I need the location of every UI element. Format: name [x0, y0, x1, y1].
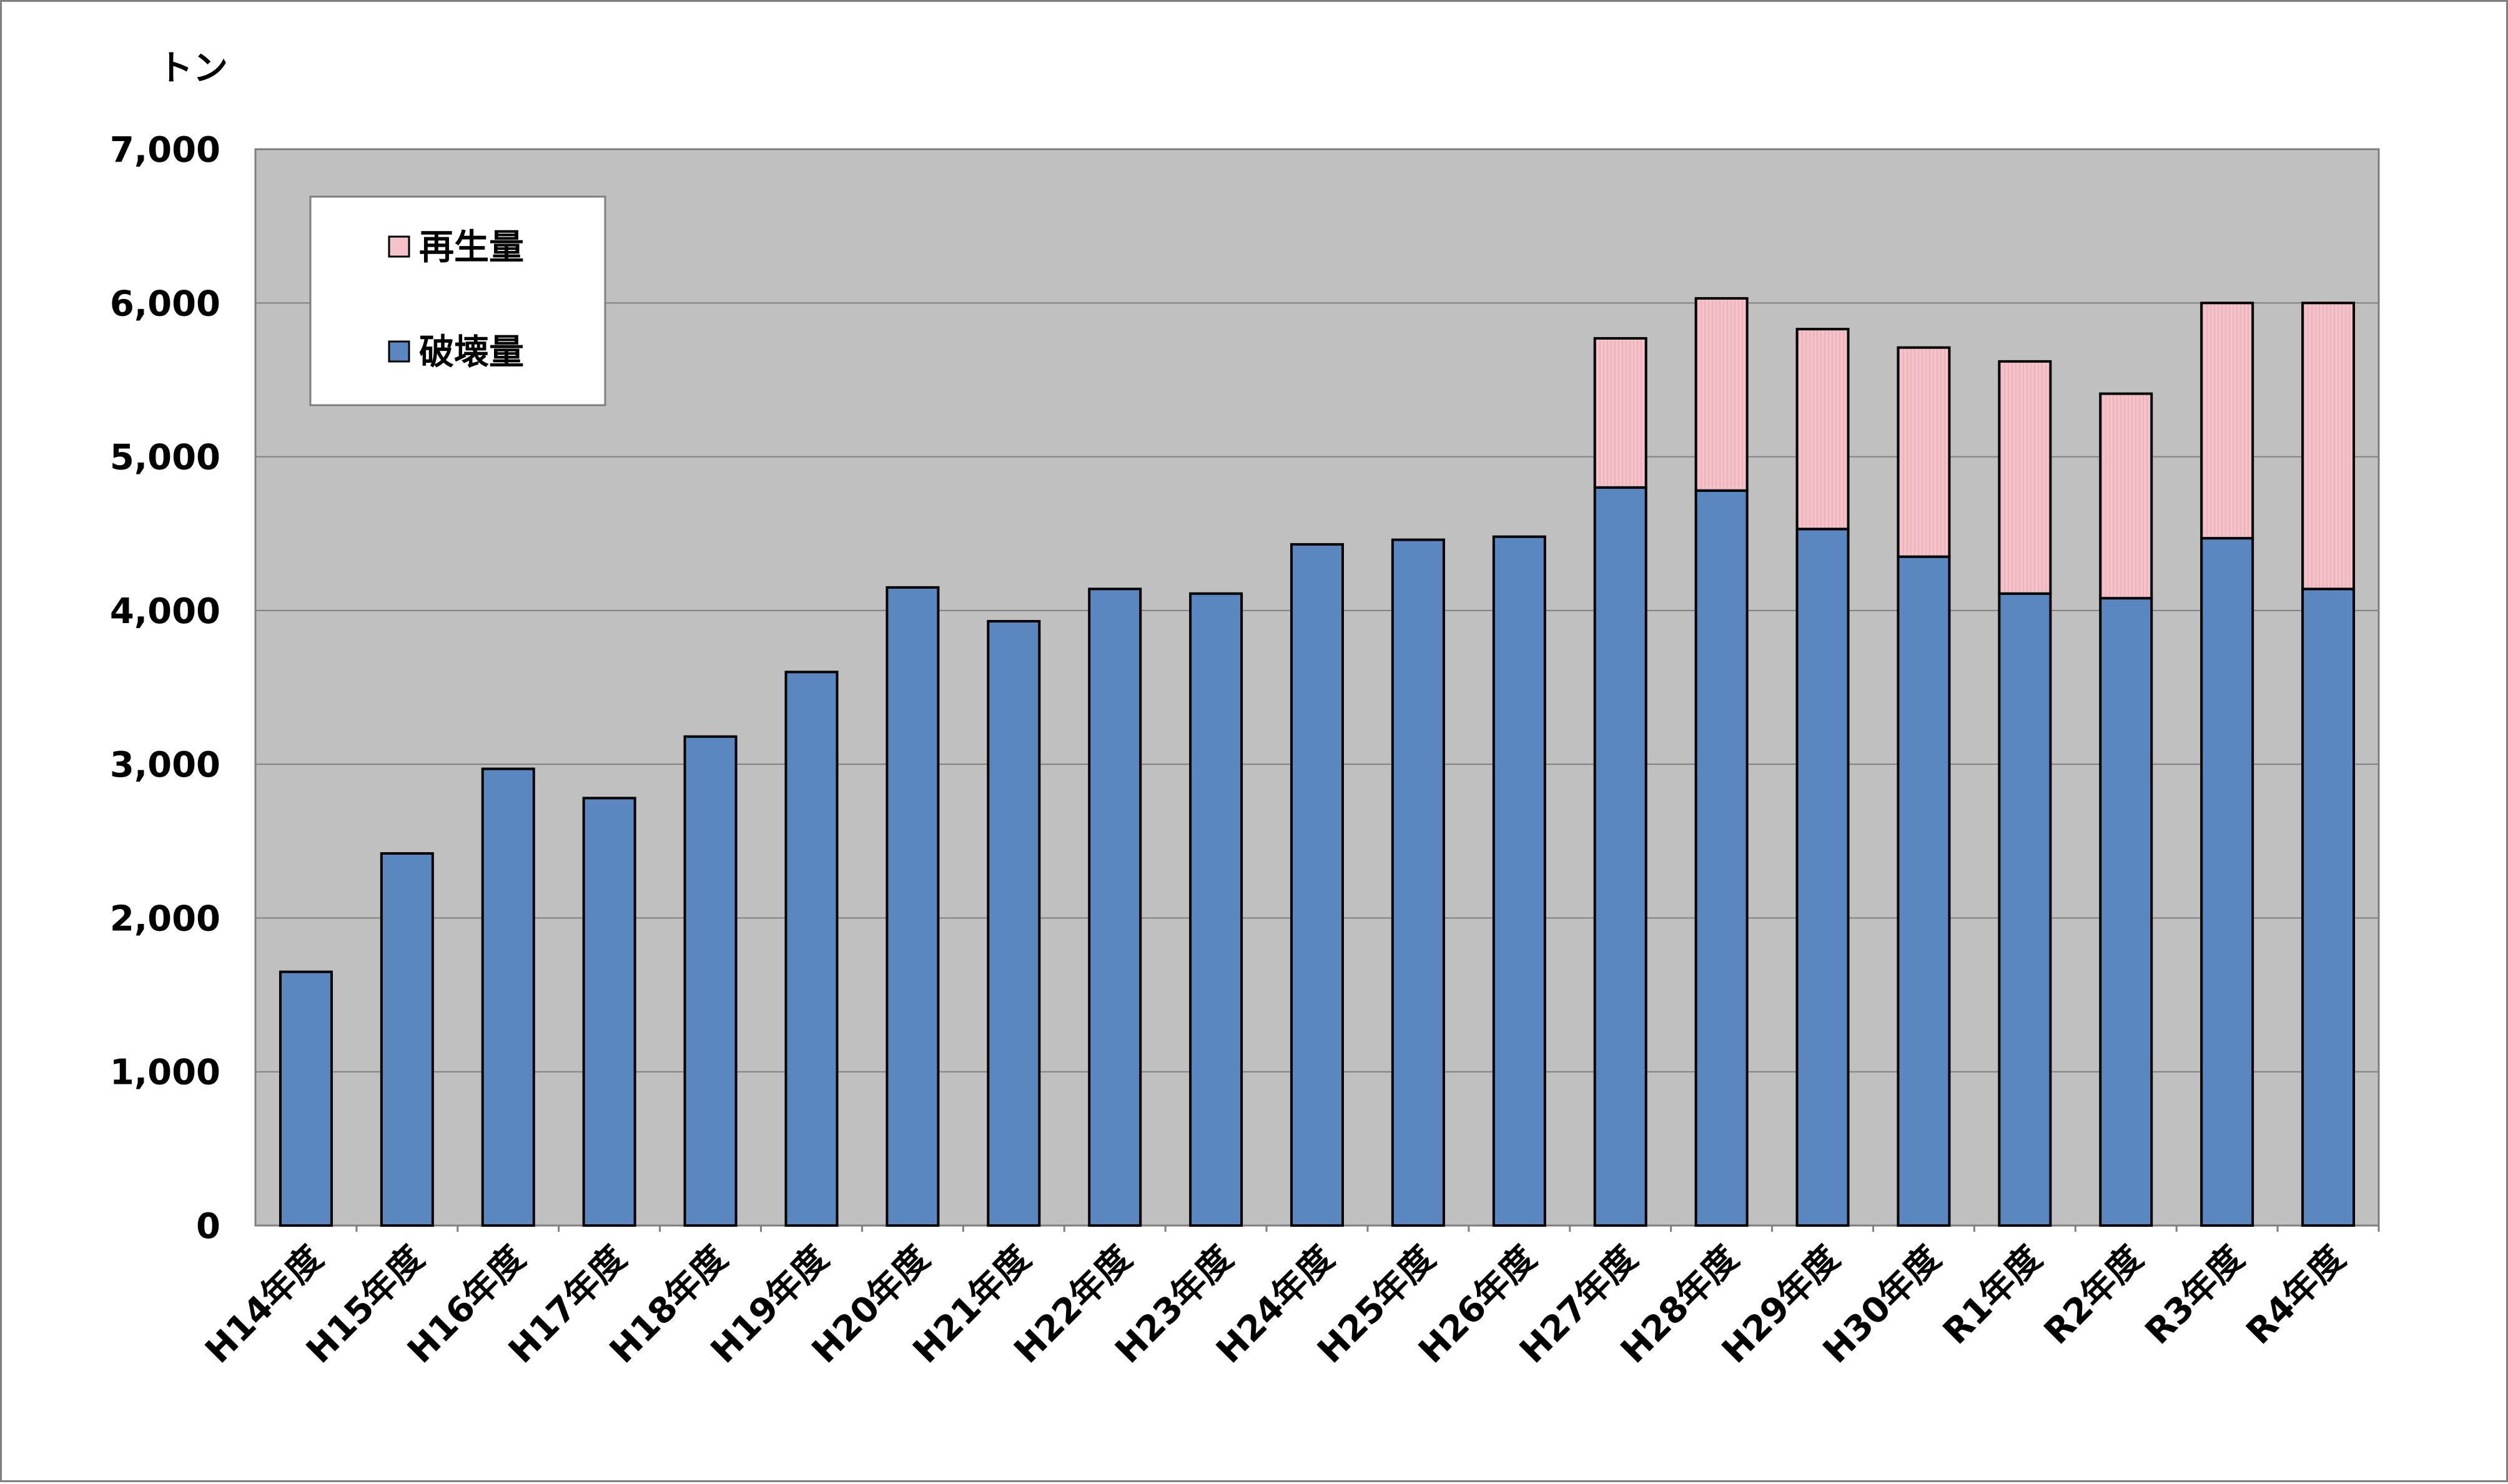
x-axis-ticks: H14年度H15年度H16年度H17年度H18年度H19年度H20年度H21年度…: [197, 1226, 2380, 1371]
bar-destroyed: [683, 735, 738, 1227]
bar-destroyed: [1189, 592, 1243, 1227]
legend-label-destroyed: 破壊量: [419, 332, 524, 373]
bar-destroyed: [1391, 538, 1445, 1227]
legend: 再生量 破壊量: [309, 195, 606, 406]
bar-destroyed: [1998, 592, 2052, 1227]
x-tick-label: R1年度: [1935, 1238, 2050, 1352]
bar-destroyed: [1492, 535, 1546, 1227]
bar-destroyed: [2200, 537, 2254, 1227]
bar-recycled: [2200, 302, 2254, 540]
bar-destroyed: [582, 797, 636, 1227]
bar-recycled: [2301, 302, 2356, 591]
bar-destroyed: [1290, 543, 1344, 1227]
bar-destroyed: [481, 767, 535, 1227]
y-tick-label: 7,000: [110, 130, 220, 170]
bar-destroyed: [987, 620, 1041, 1227]
y-tick-label: 2,000: [110, 898, 220, 939]
bar-destroyed: [1897, 555, 1951, 1227]
bar-destroyed: [2099, 597, 2153, 1227]
bar-destroyed: [1088, 587, 1142, 1227]
bar-destroyed: [2301, 587, 2356, 1227]
y-tick-label: 3,000: [110, 745, 220, 785]
y-axis-ticks: 0 1,000 2,000 3,000 4,000 5,000 6,000 7,000: [110, 130, 220, 1247]
bar-recycled: [1694, 297, 1749, 492]
legend-label-recycled: 再生量: [419, 227, 524, 268]
x-tick-label: R2年度: [2037, 1238, 2151, 1352]
bar-destroyed: [1694, 489, 1749, 1227]
legend-swatch-destroyed: [388, 340, 410, 363]
bars: [279, 297, 2356, 1227]
x-tick-label: R3年度: [2138, 1238, 2252, 1352]
y-tick-label: 4,000: [110, 591, 220, 632]
bar-recycled: [1897, 346, 1951, 558]
y-tick-label: 1,000: [110, 1053, 220, 1093]
bar-destroyed: [1593, 486, 1647, 1227]
bar-destroyed: [279, 970, 333, 1227]
bar-recycled: [2099, 392, 2153, 600]
bar-destroyed: [784, 671, 839, 1227]
legend-swatch-recycled: [388, 235, 410, 258]
legend-box: [309, 195, 606, 406]
y-tick-label: 5,000: [110, 438, 220, 478]
bar-destroyed: [886, 586, 940, 1227]
bar-destroyed: [1795, 528, 1850, 1227]
y-tick-label: 0: [196, 1206, 220, 1247]
bar-destroyed: [380, 852, 434, 1227]
bar-recycled: [1593, 337, 1647, 489]
x-tick-label: R4年度: [2239, 1238, 2353, 1352]
y-tick-label: 6,000: [110, 283, 220, 324]
bar-recycled: [1795, 328, 1850, 531]
bar-recycled: [1998, 360, 2052, 595]
y-axis-unit-label: トン: [158, 48, 228, 89]
